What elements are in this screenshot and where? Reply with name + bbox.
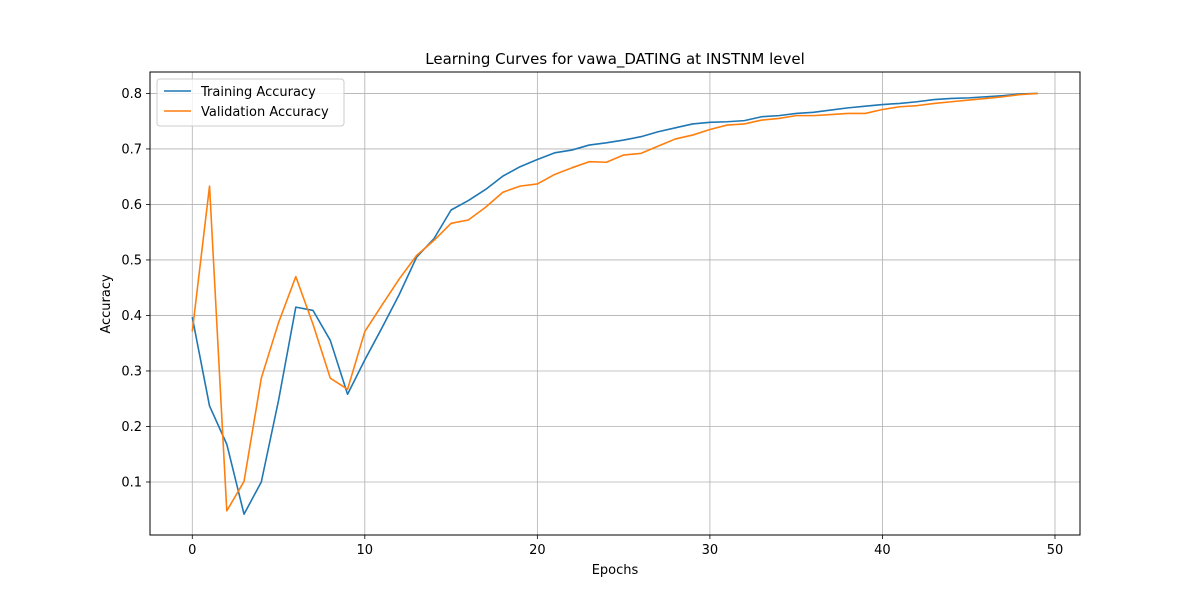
y-tick-label: 0.1	[121, 475, 142, 490]
training-accuracy-line	[191, 92, 1038, 515]
x-tick-label: 40	[874, 543, 891, 558]
validation-accuracy-line	[191, 92, 1038, 512]
x-tick-label: 20	[529, 543, 546, 558]
grid	[150, 72, 1080, 535]
x-tick-label: 30	[702, 543, 719, 558]
y-tick-label: 0.2	[121, 420, 142, 435]
x-axis-label: Epochs	[592, 563, 639, 578]
y-tick-label: 0.3	[121, 364, 142, 379]
y-axis-ticks: 0.1 0.2 0.3 0.4 0.5 0.6 0.7 0.8	[121, 87, 150, 490]
y-axis-label: Accuracy	[99, 274, 114, 334]
x-tick-label: 50	[1047, 543, 1064, 558]
x-tick-label: 10	[357, 543, 374, 558]
plot-frame	[149, 71, 1081, 536]
legend-label-training: Training Accuracy	[200, 85, 316, 100]
legend-box	[156, 78, 345, 127]
y-tick-label: 0.8	[121, 87, 142, 102]
y-tick-label: 0.6	[121, 198, 142, 213]
x-axis-ticks: 0 10 20 30 40 50	[188, 535, 1063, 558]
y-tick-label: 0.5	[121, 253, 142, 268]
legend: Training Accuracy Validation Accuracy	[156, 78, 345, 127]
y-tick-label: 0.7	[121, 142, 142, 157]
x-tick-label: 0	[188, 543, 196, 558]
y-tick-label: 0.4	[121, 309, 142, 324]
chart-title: Learning Curves for vawa_DATING at INSTN…	[425, 50, 805, 69]
legend-label-validation: Validation Accuracy	[201, 105, 329, 120]
series-lines	[191, 92, 1038, 515]
